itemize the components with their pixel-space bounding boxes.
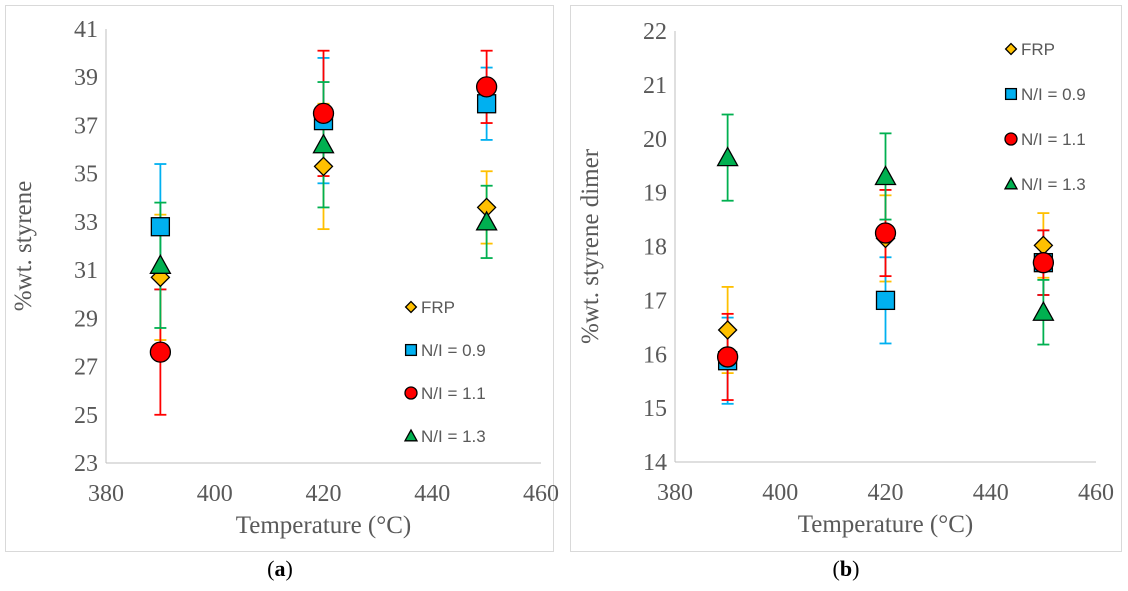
y-tick-label-b: 21: [643, 73, 667, 99]
y-tick-label-a: 33: [74, 210, 98, 236]
y-tick-label-b: 15: [643, 396, 667, 422]
data-point-triangle-a: [149, 253, 172, 274]
data-point-circle-a: [475, 76, 498, 98]
data-point-diamond-b: [717, 320, 738, 340]
legend-label-a: N/I = 1.1: [421, 384, 486, 403]
y-tick-label-a: 37: [74, 113, 98, 139]
y-tick-label-b: 17: [643, 288, 667, 314]
legend-label-b: N/I = 0.9: [1021, 85, 1086, 104]
x-axis-label-b: Temperature (°C): [798, 511, 974, 538]
data-point-triangle-a: [475, 210, 498, 231]
x-tick-label-a: 380: [88, 481, 124, 507]
legend-label-b: N/I = 1.1: [1021, 130, 1086, 149]
legend-marker-a: [403, 428, 419, 442]
data-point-circle-a: [149, 341, 172, 363]
chart-panel-b: 14 15 16 17 18 19 20 21 22 380 400 420 440 460 Tempera…: [570, 5, 1122, 552]
legend-marker-b: [1003, 176, 1019, 190]
x-tick-label-a: 440: [414, 481, 450, 507]
data-point-square-b: [875, 290, 896, 311]
y-tick-label-b: 18: [643, 235, 667, 261]
y-tick-label-a: 29: [74, 306, 98, 332]
y-tick-label-b: 16: [643, 342, 667, 368]
x-tick-label-a: 400: [197, 481, 233, 507]
y-axis-label-b: %wt. styrene dimer: [577, 148, 604, 344]
caption-b-letter: b: [839, 556, 853, 581]
data-point-triangle-b: [1032, 300, 1055, 321]
caption-b: (b): [832, 556, 860, 581]
y-tick-label-a: 25: [74, 403, 98, 429]
y-tick-label-b: 19: [643, 181, 667, 207]
legend-label-a: N/I = 1.3: [421, 427, 486, 446]
x-tick-label-b: 420: [868, 480, 904, 506]
y-tick-label-a: 27: [74, 355, 98, 381]
data-point-square-a: [150, 217, 171, 237]
data-point-triangle-b: [716, 146, 739, 167]
data-point-circle-b: [716, 346, 739, 368]
legend-marker-a: [404, 343, 418, 357]
x-tick-label-b: 440: [973, 480, 1009, 506]
y-tick-label-a: 35: [74, 162, 98, 188]
y-tick-label-b: 20: [643, 127, 667, 153]
data-point-circle-b: [874, 222, 897, 244]
y-tick-label-a: 31: [74, 258, 98, 284]
legend-marker-a: [404, 300, 418, 314]
y-tick-label-a: 39: [74, 65, 98, 91]
x-tick-label-a: 420: [306, 481, 342, 507]
chart-a-svg: 23 25 27 29 31 33 35 37 39 41 380 400 420 440 460 Tempe…: [10, 17, 559, 539]
legend-label-a: FRP: [421, 298, 455, 317]
data-point-circle-a: [312, 102, 335, 125]
legend-marker-b: [1004, 87, 1018, 101]
y-tick-label-a: 41: [74, 17, 98, 43]
y-tick-label-b: 22: [643, 19, 667, 45]
x-tick-label-b: 380: [657, 480, 693, 506]
x-axis-label-a: Temperature (°C): [236, 512, 412, 539]
legend-marker-a: [404, 386, 418, 400]
data-point-diamond-b: [1033, 235, 1054, 256]
legend-label-b: N/I = 1.3: [1021, 175, 1086, 194]
data-point-diamond-a: [313, 156, 334, 177]
legend-label-b: FRP: [1021, 40, 1055, 59]
y-tick-label-b: 14: [643, 450, 667, 476]
caption-a: (a): [267, 556, 293, 581]
x-tick-label-b: 400: [762, 480, 798, 506]
caption-a-letter: a: [274, 556, 286, 581]
chart-panel-a: 23 25 27 29 31 33 35 37 39 41 380 400 420 440 460 Tempe…: [5, 5, 559, 552]
data-point-circle-b: [1032, 252, 1055, 274]
y-tick-label-a: 23: [74, 451, 98, 477]
data-point-triangle-a: [312, 133, 335, 154]
y-axis-label-a: %wt. styrene: [10, 181, 37, 312]
data-point-triangle-b: [874, 165, 897, 186]
legend-marker-b: [1004, 42, 1018, 56]
x-tick-label-b: 460: [1078, 480, 1114, 506]
legend-marker-b: [1004, 132, 1018, 146]
chart-b-svg: 14 15 16 17 18 19 20 21 22 380 400 420 440 460 Tempera…: [577, 19, 1114, 538]
legend-label-a: N/I = 0.9: [421, 341, 486, 360]
x-tick-label-a: 460: [523, 481, 559, 507]
